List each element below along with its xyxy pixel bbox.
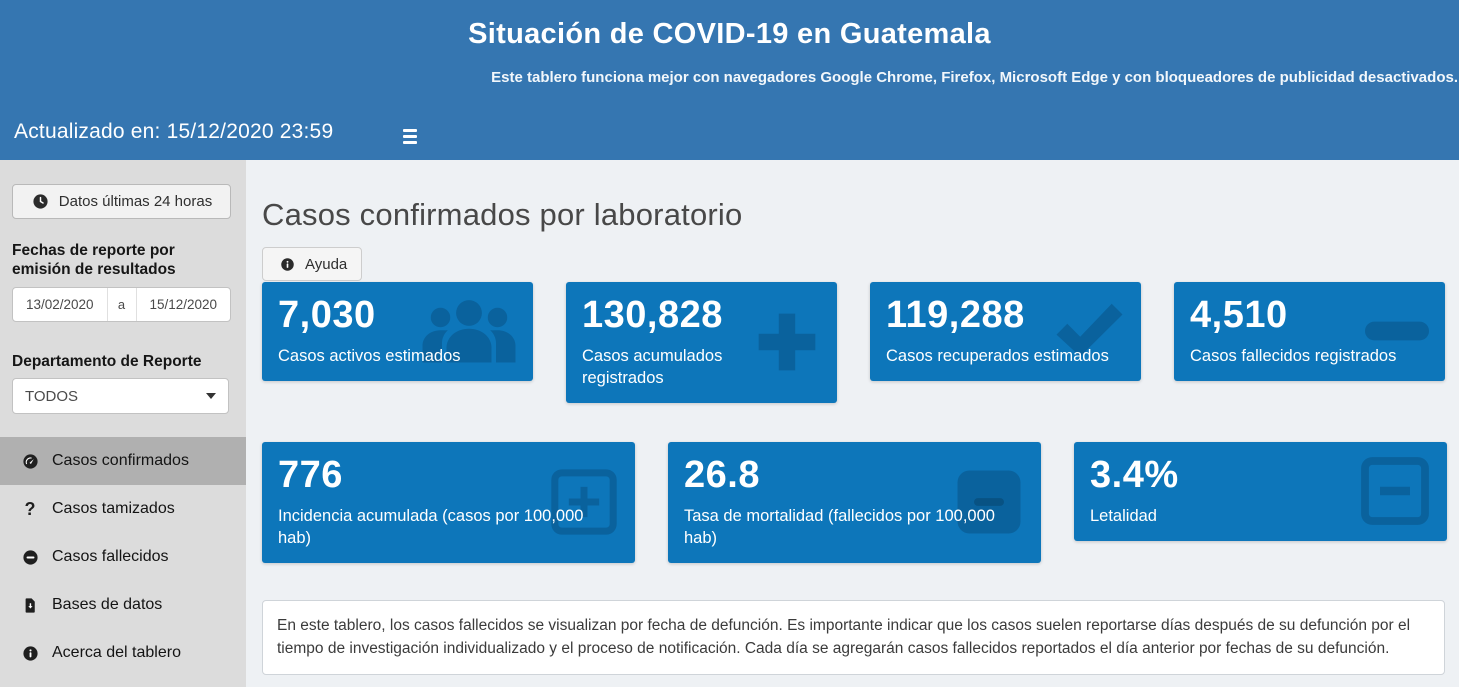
stat-label: Casos fallecidos registrados: [1190, 346, 1397, 365]
main-content: Casos confirmados por laboratorio Ayuda …: [246, 160, 1459, 687]
top-banner: Situación de COVID-19 en Guatemala Este …: [0, 0, 1459, 160]
deaths-note-box: En este tablero, los casos fallecidos se…: [262, 600, 1445, 675]
stat-card-incidencia-acumulada: 776 Incidencia acumulada (casos por 100,0…: [262, 442, 635, 563]
stat-label: Incidencia acumulada (casos por 100,000 …: [278, 506, 584, 547]
file-download-icon: [20, 595, 40, 615]
stat-card-letalidad: 3.4% Letalidad: [1074, 442, 1447, 541]
sidebar-item-casos-tamizados[interactable]: ? Casos tamizados: [0, 485, 246, 533]
stat-cards-row-2: 776 Incidencia acumulada (casos por 100,0…: [262, 442, 1447, 563]
question-icon: ?: [24, 498, 36, 519]
stat-label: Tasa de mortalidad (fallecidos por 100,0…: [684, 506, 995, 547]
help-button-label: Ayuda: [305, 255, 348, 273]
department-selected-value: TODOS: [25, 387, 79, 405]
users-icon: [421, 297, 517, 366]
section-heading: Casos confirmados por laboratorio: [262, 197, 743, 232]
plus-square-icon: [549, 466, 619, 538]
date-separator: a: [106, 288, 137, 321]
hamburger-icon: [403, 128, 417, 132]
stat-card-casos-activos: 7,030 Casos activos estimados: [262, 282, 533, 381]
plus-icon: [753, 303, 821, 381]
stat-value: 3.4%: [1090, 454, 1179, 496]
sidebar-item-label: Casos fallecidos: [52, 548, 169, 565]
stat-card-casos-recuperados: 119,288 Casos recuperados estimados: [870, 282, 1141, 381]
stat-value: 7,030: [278, 294, 376, 336]
date-range-input[interactable]: 13/02/2020 a 15/12/2020: [12, 287, 231, 322]
stat-label: Casos acumulados registrados: [582, 346, 723, 387]
date-from-field[interactable]: 13/02/2020: [25, 297, 94, 312]
last-24-hours-button[interactable]: Datos últimas 24 horas: [12, 184, 231, 219]
sidebar-item-casos-confirmados[interactable]: Casos confirmados: [0, 437, 246, 485]
last-updated-text: Actualizado en: 15/12/2020 23:59: [14, 120, 334, 143]
sidebar-item-bases-de-datos[interactable]: Bases de datos: [0, 581, 246, 629]
stat-value: 4,510: [1190, 294, 1288, 336]
minus-circle-icon: [20, 547, 40, 567]
chevron-down-icon: [206, 393, 216, 399]
stat-card-casos-acumulados: 130,828 Casos acumulados registrados: [566, 282, 837, 403]
sidebar-item-label: Acerca del tablero: [52, 644, 181, 661]
sidebar-item-acerca-del-tablero[interactable]: Acerca del tablero: [0, 629, 246, 677]
clock-icon: [31, 192, 51, 212]
department-select[interactable]: TODOS: [12, 378, 229, 414]
stat-value: 119,288: [886, 294, 1025, 336]
stat-label: Casos recuperados estimados: [886, 346, 1109, 365]
date-filter-label: Fechas de reporte por emisión de resulta…: [12, 242, 176, 278]
stat-label: Letalidad: [1090, 506, 1157, 525]
browser-advice-text: Este tablero funciona mejor con navegado…: [491, 69, 1458, 86]
page-title: Situación de COVID-19 en Guatemala: [468, 18, 991, 50]
help-button[interactable]: Ayuda: [262, 247, 363, 281]
square-icon: [953, 465, 1025, 539]
stat-card-tasa-de: 26.8 Tasa de mortalidad (fallecidos por 1…: [668, 442, 1041, 563]
info-icon: [277, 254, 297, 274]
stat-label: Casos activos estimados: [278, 346, 461, 365]
stat-card-casos-fallecidos: 4,510 Casos fallecidos registrados: [1174, 282, 1445, 381]
sidebar: Datos últimas 24 horas Fechas de reporte…: [0, 160, 246, 687]
sidebar-item-label: Bases de datos: [52, 596, 163, 613]
stat-value: 26.8: [684, 454, 760, 496]
stat-value: 130,828: [582, 294, 723, 336]
check-icon: [1051, 301, 1125, 361]
info-icon: [20, 643, 40, 663]
sidebar-item-casos-fallecidos[interactable]: Casos fallecidos: [0, 533, 246, 581]
sidebar-item-label: Casos confirmados: [52, 452, 189, 469]
stat-value: 776: [278, 454, 343, 496]
sidebar-item-label: Casos tamizados: [52, 500, 175, 517]
department-label: Departamento de Reporte: [12, 353, 202, 370]
menu-toggle-button[interactable]: [403, 125, 425, 147]
sidebar-menu: Casos confirmados? Casos tamizados Casos f…: [0, 437, 246, 677]
date-to-field[interactable]: 15/12/2020: [149, 297, 218, 312]
minus-icon: [1365, 322, 1429, 341]
minus-square-icon: [1359, 454, 1431, 528]
last-24-hours-label: Datos últimas 24 horas: [58, 193, 213, 210]
tachometer-icon: [20, 451, 40, 471]
stat-cards-row-1: 7,030 Casos activos estimados 130,828 Casos…: [262, 282, 1445, 403]
